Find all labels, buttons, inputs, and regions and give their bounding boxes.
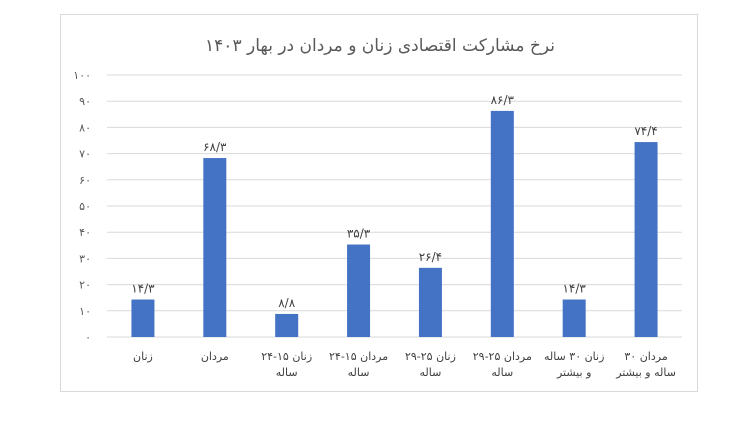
y-tick-label: ۵۰ bbox=[79, 200, 91, 213]
bar bbox=[275, 313, 299, 337]
chart-title: نرخ مشارکت اقتصادی زنان و مردان در بهار … bbox=[205, 36, 555, 56]
bar bbox=[418, 267, 442, 337]
data-label: ۶۸/۳ bbox=[203, 140, 227, 154]
category-label: مردان ۲۵-۲۹ bbox=[473, 350, 532, 363]
bar bbox=[490, 110, 514, 337]
category-label: مردان ۳۰ bbox=[624, 350, 667, 363]
y-tick-label: ۸۰ bbox=[79, 121, 91, 134]
bar bbox=[634, 142, 658, 337]
y-tick-label: ۶۰ bbox=[79, 174, 91, 187]
bar bbox=[347, 244, 371, 337]
bar bbox=[203, 158, 227, 337]
y-tick-label: ۱۰۰ bbox=[73, 69, 91, 82]
category-label: ساله و بیشتر bbox=[615, 366, 676, 379]
category-labels: زنان مردان زنان ۱۵-۲۴ ساله مردان ۱۵-۲۴ ساله زن… bbox=[133, 350, 676, 379]
y-tick-label: ۴۰ bbox=[79, 226, 91, 239]
bar bbox=[131, 299, 155, 337]
category-label: زنان bbox=[133, 350, 153, 363]
data-labels: ۱۴/۳ ۶۸/۳ ۸/۸ ۳۵/۳ ۲۶/۴ ۸۶/۳ ۱۴/۳ ۷۴/۴ bbox=[131, 93, 658, 310]
data-label: ۱۴/۳ bbox=[131, 282, 155, 296]
bar-chart: نرخ مشارکت اقتصادی زنان و مردان در بهار … bbox=[73, 36, 682, 379]
data-label: ۸/۸ bbox=[278, 296, 295, 310]
category-label: ساله bbox=[420, 366, 442, 379]
y-tick-label: ۹۰ bbox=[79, 95, 91, 108]
y-tick-label: ۱۰ bbox=[79, 305, 91, 318]
bar bbox=[562, 299, 586, 337]
data-label: ۸۶/۳ bbox=[491, 93, 515, 107]
data-label: ۲۶/۴ bbox=[419, 250, 442, 264]
category-label: ساله bbox=[491, 366, 513, 379]
category-label: و بیشتر bbox=[556, 366, 591, 379]
gridlines bbox=[107, 74, 682, 338]
category-label: زنان ۱۵-۲۴ bbox=[261, 350, 312, 363]
category-label: زنان ۳۰ ساله bbox=[544, 350, 604, 363]
bars bbox=[131, 110, 658, 337]
data-label: ۷۴/۴ bbox=[634, 124, 657, 138]
y-tick-label: ۰ bbox=[85, 331, 91, 344]
y-tick-label: ۲۰ bbox=[79, 279, 91, 292]
category-label: مردان ۱۵-۲۴ bbox=[329, 350, 388, 363]
y-tick-label: ۷۰ bbox=[79, 148, 91, 161]
category-label: ساله bbox=[276, 366, 298, 379]
category-label: ساله bbox=[348, 366, 370, 379]
y-tick-label: ۳۰ bbox=[79, 252, 91, 265]
data-label: ۱۴/۳ bbox=[562, 282, 586, 296]
category-label: مردان bbox=[201, 350, 229, 363]
y-axis-ticks: ۰ ۱۰ ۲۰ ۳۰ ۴۰ ۵۰ ۶۰ ۷۰ ۸۰ ۹۰ ۱۰۰ bbox=[73, 69, 91, 344]
data-label: ۳۵/۳ bbox=[347, 227, 371, 241]
chart-frame: نرخ مشارکت اقتصادی زنان و مردان در بهار … bbox=[60, 14, 698, 392]
category-label: زنان ۲۵-۲۹ bbox=[405, 350, 456, 363]
